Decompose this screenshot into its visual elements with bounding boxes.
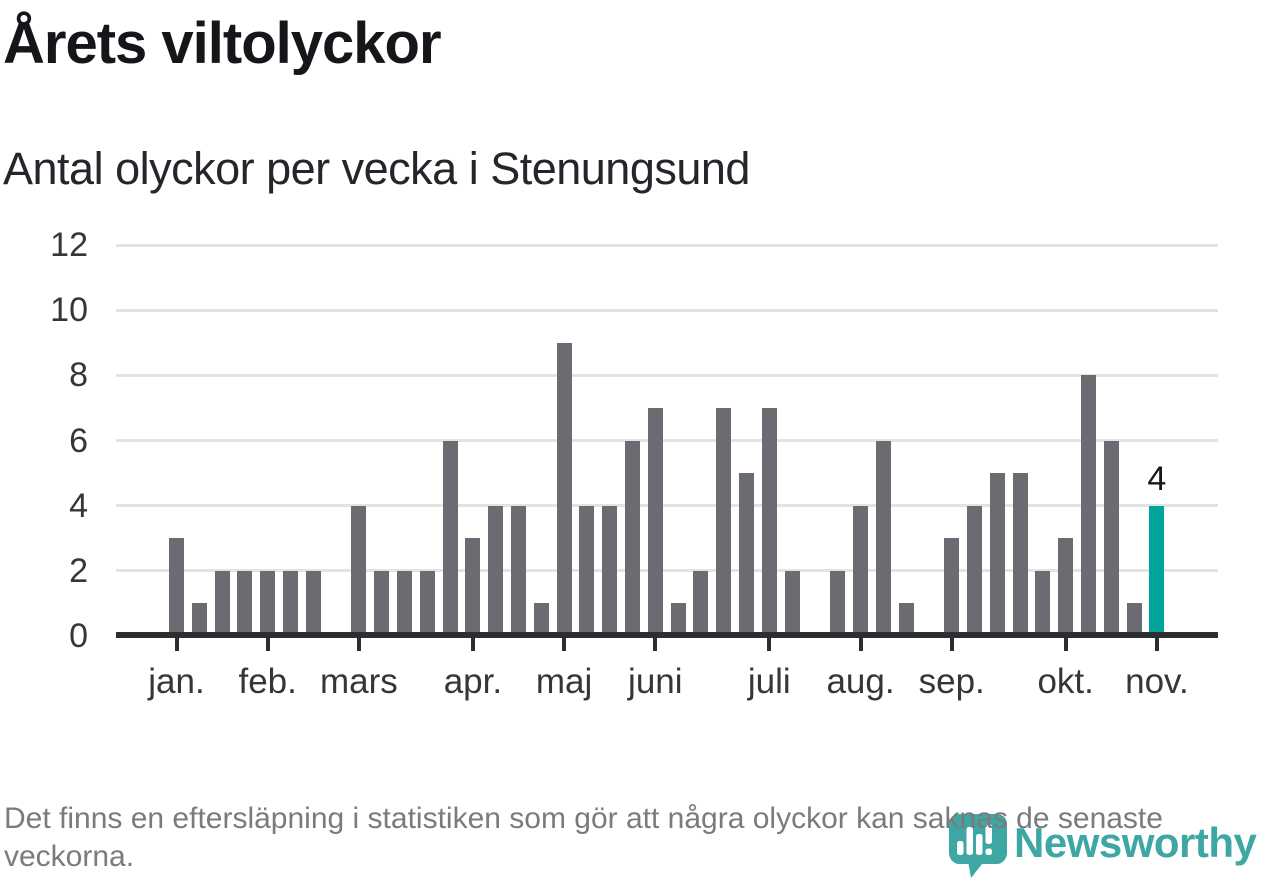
bar-week-40 — [1058, 538, 1074, 636]
x-axis-tick-feb — [265, 638, 270, 651]
bar-week-19 — [579, 505, 595, 636]
bar-week-31 — [853, 505, 868, 636]
bar-week-10 — [374, 570, 390, 636]
bar-week-20 — [602, 505, 618, 636]
bar-week-13 — [442, 440, 458, 636]
x-axis-label-okt: okt. — [1037, 662, 1094, 701]
bar-week-12 — [419, 570, 435, 636]
newsworthy-wordmark: Newsworthy — [1014, 819, 1257, 866]
bar-week-4 — [237, 570, 253, 636]
bar-week-32 — [875, 440, 891, 636]
bar-week-41 — [1081, 375, 1096, 636]
x-axis-label-juni: juni — [628, 662, 683, 701]
bar-week-3 — [214, 570, 230, 636]
y-axis-label-4: 4 — [69, 486, 88, 525]
bar-week-27 — [761, 407, 777, 636]
x-axis-label-maj: maj — [535, 662, 593, 701]
bar-week-38 — [1012, 473, 1028, 636]
x-axis-label-mars: mars — [320, 662, 398, 701]
bar-week-28 — [784, 570, 800, 636]
y-axis-label-12: 12 — [50, 226, 88, 265]
x-axis-label-feb: feb. — [238, 662, 297, 701]
x-axis-label-nov: nov. — [1125, 662, 1189, 701]
x-axis-tick-jan — [174, 638, 179, 651]
logo-bar-short — [957, 841, 964, 855]
footnote: Det finns en eftersläpning i statistiken… — [4, 802, 1163, 873]
gridline-y-8 — [116, 373, 1218, 377]
bar-week-25 — [716, 407, 732, 636]
bar-week-6 — [283, 570, 298, 636]
bar-week-5 — [260, 570, 276, 636]
bar-week-26 — [739, 473, 754, 636]
bar-week-16 — [511, 505, 526, 636]
bar-week-39 — [1035, 570, 1051, 636]
bar-week-18 — [556, 342, 572, 636]
bar-week-42 — [1103, 440, 1119, 636]
bar-week-11 — [397, 570, 412, 636]
y-axis-label-2: 2 — [69, 551, 88, 590]
bar-week-21 — [625, 440, 640, 636]
x-axis-label-jan: jan. — [148, 662, 205, 701]
chart-subtitle: Antal olyckor per vecka i Stenungsund — [3, 143, 750, 194]
logo-bar-mid — [976, 834, 983, 855]
x-axis-tick-mars — [356, 638, 361, 651]
bar-week-43 — [1126, 603, 1142, 636]
x-axis-tick-aug — [858, 638, 863, 651]
bar-week-9 — [351, 505, 367, 636]
y-axis-label-8: 8 — [69, 356, 88, 395]
bar-current-week — [1149, 505, 1165, 636]
value-label-current-week: 4 — [1147, 459, 1167, 498]
bar-week-23 — [670, 603, 686, 636]
bar-week-15 — [488, 505, 504, 636]
logo-bar-tall — [966, 827, 973, 855]
x-axis-tick-nov — [1154, 638, 1159, 651]
x-axis-tick-juli — [767, 638, 772, 651]
bar-week-33 — [898, 603, 914, 636]
gridline-y-12 — [116, 243, 1218, 247]
bar-week-2 — [191, 603, 207, 636]
bar-week-22 — [647, 407, 663, 636]
x-axis-label-juli: juli — [747, 662, 791, 701]
x-axis-tick-maj — [562, 638, 567, 651]
x-axis-tick-juni — [653, 638, 658, 651]
x-axis-label-aug: aug. — [826, 662, 895, 701]
gridline-y-4 — [116, 504, 1218, 508]
bar-week-36 — [967, 505, 982, 636]
bar-week-30 — [830, 570, 846, 636]
gridline-y-6 — [116, 439, 1218, 443]
y-axis-label-0: 0 — [69, 617, 88, 655]
y-axis-label-10: 10 — [50, 291, 88, 330]
bar-week-24 — [693, 570, 709, 636]
bar-week-14 — [465, 538, 481, 636]
gridline-y-2 — [116, 569, 1218, 573]
gridline-y-10 — [116, 308, 1218, 312]
bar-week-35 — [944, 538, 960, 636]
x-axis-tick-sep — [949, 638, 954, 651]
x-axis-label-apr: apr. — [443, 662, 503, 701]
page-title: Årets viltolyckor — [3, 11, 442, 76]
x-axis-line — [116, 632, 1218, 638]
x-axis-tick-okt — [1063, 638, 1068, 651]
x-axis-tick-apr — [470, 638, 475, 651]
newsworthy-pin-icon — [949, 814, 1007, 878]
bar-week-37 — [989, 473, 1005, 636]
logo-excl-dot — [985, 848, 992, 855]
bar-week-7 — [305, 570, 321, 636]
y-axis-label-6: 6 — [69, 421, 88, 460]
bar-week-17 — [533, 603, 549, 636]
logo-excl-stem — [985, 824, 992, 844]
bar-week-1 — [169, 538, 184, 636]
x-axis-label-sep: sep. — [918, 662, 985, 701]
